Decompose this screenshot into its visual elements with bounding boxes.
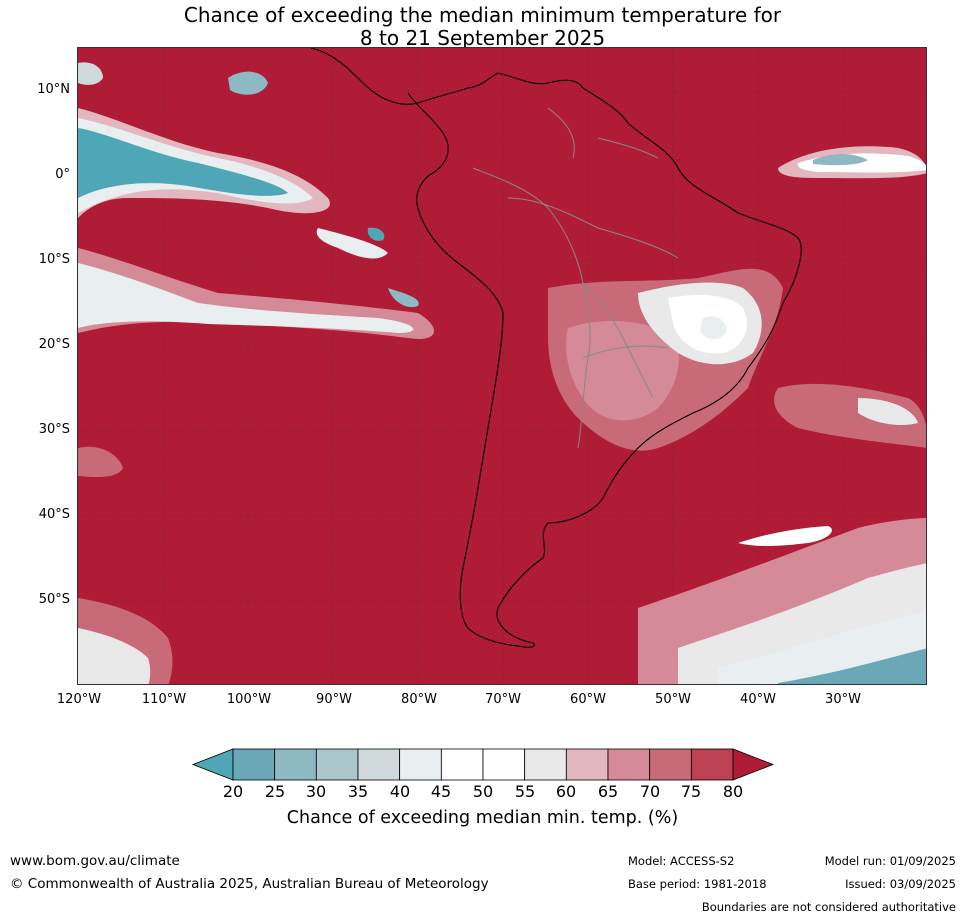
map-canvas (78, 48, 926, 684)
footer-url[interactable]: www.bom.gov.au/climate (10, 853, 180, 869)
colorbar-bin (690, 748, 734, 781)
lat-label: 10°N (37, 82, 70, 97)
footer-base-period: Base period: 1981-2018 (628, 877, 767, 891)
colorbar-bin (482, 748, 526, 781)
lon-label: 80°W (401, 692, 437, 707)
colorbar-tick: 35 (347, 782, 369, 801)
colorbar-tick: 80 (722, 782, 744, 801)
lat-label: 50°S (38, 592, 70, 607)
lon-label: 50°W (655, 692, 691, 707)
colorbar-bin (232, 748, 276, 781)
title-line-1: Chance of exceeding the median minimum t… (183, 3, 782, 27)
colorbar-tick: 55 (514, 782, 536, 801)
colorbar-tick: 30 (305, 782, 327, 801)
lon-label: 70°W (485, 692, 521, 707)
coastlines (310, 48, 802, 648)
colorbar-extend-low (191, 748, 234, 781)
colorbar-tick: 20 (222, 782, 244, 801)
colorbar-bin (357, 748, 401, 781)
colorbar-bin (315, 748, 359, 781)
lon-label: 110°W (141, 692, 187, 707)
lon-label: 90°W (316, 692, 352, 707)
lat-label: 20°S (38, 337, 70, 352)
colorbar-tick: 60 (555, 782, 577, 801)
colorbar-tick: 40 (389, 782, 411, 801)
footer-copyright: © Commonwealth of Australia 2025, Austra… (10, 876, 489, 892)
colorbar-bin (524, 748, 567, 781)
lat-label: 10°S (38, 252, 70, 267)
colorbar-bin (274, 748, 317, 781)
lat-label: 40°S (38, 507, 70, 522)
colorbar-bin (440, 748, 484, 781)
probability-shading (78, 62, 926, 684)
lon-label: 40°W (740, 692, 776, 707)
colorbar-bin (565, 748, 609, 781)
footer-boundaries-note: Boundaries are not considered authoritat… (701, 900, 956, 914)
lat-label: 30°S (38, 422, 70, 437)
footer-issued: Issued: 03/09/2025 (845, 877, 956, 891)
lon-label: 120°W (56, 692, 102, 707)
lon-label: 30°W (825, 692, 861, 707)
country-borders (472, 107, 679, 449)
colorbar-tick: 50 (472, 782, 494, 801)
title-line-2: 8 to 21 September 2025 (359, 26, 606, 50)
footer-model-run: Model run: 01/09/2025 (824, 854, 956, 868)
colorbar-tick: 45 (430, 782, 452, 801)
colorbar-bin (649, 748, 692, 781)
colorbar-tick: 75 (680, 782, 702, 801)
colorbar-extend-high (732, 748, 775, 781)
colorbar-bin (399, 748, 442, 781)
footer-model: Model: ACCESS-S2 (628, 854, 735, 868)
colorbar-bin (607, 748, 651, 781)
map-title: Chance of exceeding the median minimum t… (0, 4, 965, 50)
colorbar-tick: 25 (264, 782, 286, 801)
probability-map (77, 47, 927, 685)
lat-label: 0° (55, 167, 70, 182)
colorbar-tick: 70 (639, 782, 661, 801)
colorbar-tick: 65 (597, 782, 619, 801)
lon-label: 60°W (570, 692, 606, 707)
colorbar-label: Chance of exceeding median min. temp. (%… (286, 808, 679, 828)
lon-label: 100°W (226, 692, 272, 707)
